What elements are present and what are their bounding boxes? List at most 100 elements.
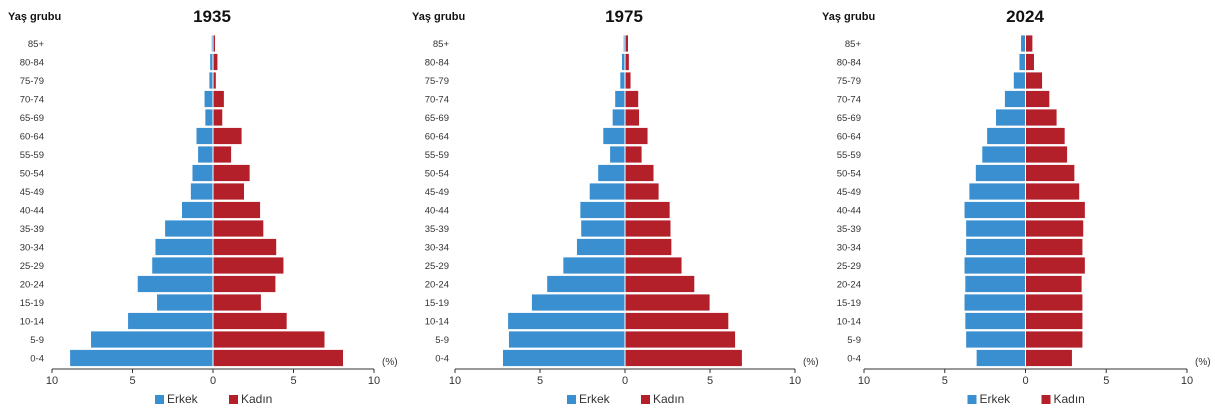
unit-label: (%) bbox=[803, 357, 819, 368]
bar-kadin-70-74 bbox=[212, 90, 225, 108]
bar-kadin-35-39 bbox=[1025, 219, 1085, 238]
legend-label-kadin: Kadın bbox=[241, 392, 272, 406]
legend: Erkek Kadın bbox=[567, 392, 684, 406]
bar-erkek-80-84 bbox=[1018, 53, 1026, 71]
y-tick-label: 80-84 bbox=[837, 58, 861, 69]
chart-title: 1935 bbox=[193, 7, 231, 26]
y-tick-label: 40-44 bbox=[837, 206, 861, 217]
y-axis-label: Yaş grubu bbox=[822, 11, 875, 23]
y-tick-label: 20-24 bbox=[837, 280, 861, 291]
y-tick-label: 65-69 bbox=[837, 113, 861, 124]
y-tick-label: 75-79 bbox=[837, 76, 861, 87]
y-tick-label: 75-79 bbox=[425, 76, 449, 87]
y-tick-label: 35-39 bbox=[837, 224, 861, 235]
bar-erkek-30-34 bbox=[965, 238, 1026, 256]
x-tick-label: 10 bbox=[858, 375, 870, 387]
legend: Erkek Kadın bbox=[967, 392, 1085, 406]
y-tick-label: 70-74 bbox=[20, 95, 44, 106]
bar-erkek-5-9 bbox=[508, 330, 626, 349]
x-tick-label: 5 bbox=[537, 375, 543, 387]
legend-swatch-kadin bbox=[1041, 395, 1051, 404]
y-tick-label: 45-49 bbox=[20, 187, 44, 198]
chart-title: 1975 bbox=[605, 7, 643, 26]
bar-erkek-25-29 bbox=[562, 256, 626, 275]
bar-erkek-35-39 bbox=[580, 219, 626, 238]
bar-kadin-50-54 bbox=[1025, 164, 1076, 182]
y-tick-label: 55-59 bbox=[20, 150, 44, 161]
legend-label-kadin: Kadın bbox=[1054, 392, 1085, 406]
bar-erkek-60-64 bbox=[195, 127, 214, 145]
bar-kadin-5-9 bbox=[212, 330, 326, 349]
bar-erkek-75-79 bbox=[619, 71, 626, 90]
bar-erkek-25-29 bbox=[151, 256, 214, 275]
bar-erkek-20-24 bbox=[546, 275, 626, 293]
bar-kadin-55-59 bbox=[212, 145, 232, 164]
y-tick-label: 15-19 bbox=[20, 298, 44, 309]
legend: Erkek Kadın bbox=[155, 392, 272, 406]
bar-kadin-45-49 bbox=[212, 182, 245, 201]
legend-swatch-erkek bbox=[567, 395, 576, 404]
bar-kadin-75-79 bbox=[624, 71, 632, 90]
bar-kadin-0-4 bbox=[212, 349, 344, 367]
x-tick-label: 0 bbox=[622, 375, 628, 387]
y-tick-label: 60-64 bbox=[837, 132, 861, 143]
x-tick-label: 5 bbox=[1103, 375, 1109, 387]
y-tick-label: 80-84 bbox=[425, 58, 449, 69]
y-tick-label: 30-34 bbox=[837, 243, 861, 254]
y-tick-label: 25-29 bbox=[837, 261, 861, 272]
bar-erkek-60-64 bbox=[986, 127, 1026, 145]
pyramid-2024: 2024 Yaş grubu 85+ 80-84 75-79 70-74 65-69 60-6… bbox=[822, 7, 1211, 406]
bar-kadin-0-4 bbox=[624, 349, 743, 367]
bar-erkek-70-74 bbox=[203, 90, 214, 108]
legend-label-kadin: Kadın bbox=[653, 392, 684, 406]
bar-kadin-30-34 bbox=[212, 238, 277, 256]
x-tick-label: 10 bbox=[1181, 375, 1193, 387]
bar-erkek-20-24 bbox=[136, 275, 214, 293]
bar-erkek-65-69 bbox=[204, 108, 214, 127]
y-tick-label: 40-44 bbox=[20, 206, 44, 217]
bar-erkek-15-19 bbox=[963, 293, 1026, 312]
bar-kadin-50-54 bbox=[212, 164, 251, 182]
bar-kadin-80-84 bbox=[624, 53, 630, 71]
bar-kadin-45-49 bbox=[624, 182, 660, 201]
x-tick-label: 10 bbox=[449, 375, 461, 387]
bar-kadin-30-34 bbox=[624, 238, 673, 256]
bar-erkek-15-19 bbox=[156, 293, 214, 312]
bar-kadin-15-19 bbox=[1025, 293, 1084, 312]
y-tick-label: 20-24 bbox=[425, 280, 449, 291]
y-tick-label: 55-59 bbox=[425, 150, 449, 161]
bar-kadin-35-39 bbox=[624, 219, 672, 238]
bar-erkek-50-54 bbox=[975, 164, 1026, 182]
bar-kadin-60-64 bbox=[1025, 127, 1066, 145]
y-tick-label: 50-54 bbox=[20, 169, 44, 180]
bar-kadin-10-14 bbox=[1025, 312, 1084, 330]
bar-kadin-85+ bbox=[624, 34, 629, 53]
bar-kadin-20-24 bbox=[624, 275, 696, 293]
bar-erkek-0-4 bbox=[69, 349, 214, 367]
y-tick-label: 40-44 bbox=[425, 206, 449, 217]
bar-kadin-5-9 bbox=[624, 330, 736, 349]
bar-kadin-65-69 bbox=[212, 108, 224, 127]
bar-kadin-65-69 bbox=[624, 108, 640, 127]
x-tick-label: 5 bbox=[129, 375, 135, 387]
y-tick-label: 70-74 bbox=[837, 95, 861, 106]
y-tick-label: 5-9 bbox=[435, 335, 449, 346]
bar-erkek-45-49 bbox=[968, 182, 1026, 201]
bar-kadin-65-69 bbox=[1025, 108, 1058, 127]
y-tick-label: 50-54 bbox=[837, 169, 861, 180]
bar-kadin-40-44 bbox=[212, 201, 261, 219]
y-tick-label: 20-24 bbox=[20, 280, 44, 291]
bar-kadin-0-4 bbox=[1025, 349, 1073, 367]
bar-kadin-25-29 bbox=[624, 256, 683, 275]
bar-erkek-55-59 bbox=[609, 145, 626, 164]
bar-erkek-5-9 bbox=[90, 330, 214, 349]
bar-kadin-5-9 bbox=[1025, 330, 1084, 349]
bar-erkek-5-9 bbox=[965, 330, 1026, 349]
bar-kadin-55-59 bbox=[624, 145, 643, 164]
y-tick-label: 10-14 bbox=[425, 317, 449, 328]
y-tick-label: 30-34 bbox=[20, 243, 44, 254]
x-tick-label: 0 bbox=[210, 375, 216, 387]
bar-erkek-50-54 bbox=[191, 164, 214, 182]
y-axis-label: Yaş grubu bbox=[8, 11, 61, 23]
